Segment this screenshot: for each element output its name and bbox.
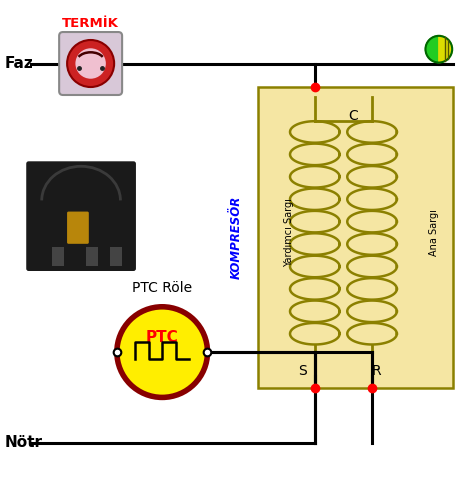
Text: Ana Sargı: Ana Sargı bbox=[428, 209, 438, 256]
Circle shape bbox=[67, 40, 114, 87]
Text: PTC Röle: PTC Röle bbox=[132, 281, 192, 295]
Circle shape bbox=[75, 48, 106, 79]
Bar bbox=[109, 247, 121, 266]
Text: S: S bbox=[298, 364, 307, 378]
Text: Yardımcı Sargı: Yardımcı Sargı bbox=[283, 198, 293, 267]
Text: KOMPRESÖR: KOMPRESÖR bbox=[229, 196, 242, 279]
Text: Nötr: Nötr bbox=[5, 435, 43, 450]
Text: TERMİK: TERMİK bbox=[62, 17, 119, 30]
FancyBboxPatch shape bbox=[59, 32, 122, 95]
Wedge shape bbox=[438, 36, 451, 62]
Bar bbox=[52, 247, 64, 266]
FancyBboxPatch shape bbox=[67, 212, 89, 244]
FancyBboxPatch shape bbox=[26, 161, 136, 271]
Text: Faz: Faz bbox=[5, 56, 33, 71]
Text: C: C bbox=[347, 109, 357, 123]
Bar bbox=[257, 87, 452, 388]
Text: R: R bbox=[371, 364, 381, 378]
Bar bbox=[86, 247, 98, 266]
Circle shape bbox=[117, 307, 207, 397]
Wedge shape bbox=[425, 36, 438, 62]
Text: PTC: PTC bbox=[146, 330, 178, 345]
